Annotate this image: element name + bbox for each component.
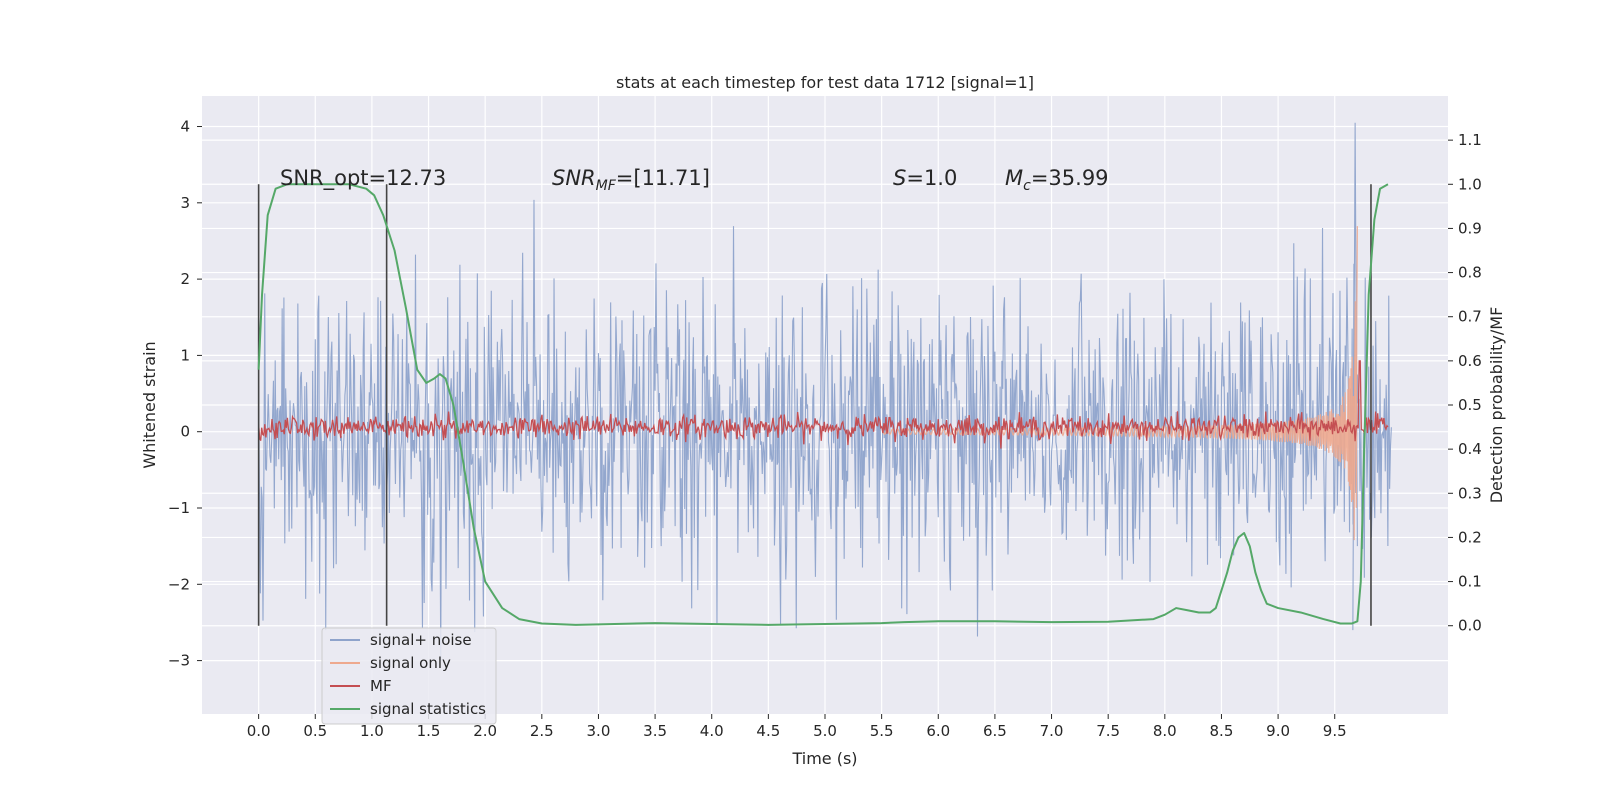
y-right-tick-label: 0.4 [1458, 440, 1482, 458]
y-right-tick-label: 0.6 [1458, 352, 1482, 370]
annotation-snr-mf: SNRMF=[11.71] [552, 166, 710, 194]
x-tick-label: 7.5 [1096, 722, 1120, 740]
axis-ticks: 0.0 0.5 1.0 1.5 2.0 2.5 3.0 3.5 4.0 4.5 5.0 5.5 6.0 6… [168, 118, 1482, 740]
annotation-s-base: S [893, 166, 906, 190]
legend-box [321, 627, 497, 725]
x-tick-label: 0.5 [303, 722, 327, 740]
legend-label-mf: MF [370, 677, 392, 695]
annotation-snr-opt: SNR_opt=12.73 [280, 166, 446, 191]
legend-label-stats: signal statistics [370, 700, 486, 718]
x-tick-label: 2.5 [530, 722, 554, 740]
line-mf [257, 360, 1389, 449]
annotation-snr-mf-value: =[11.71] [616, 166, 710, 190]
x-tick-label: 4.0 [700, 722, 724, 740]
legend: signal+ noise signal only MF signal stat… [321, 627, 497, 725]
x-tick-label: 3.5 [643, 722, 667, 740]
y-left-tick-label: −2 [168, 575, 190, 593]
annotation-snr-mf-base: SNR [552, 166, 596, 190]
x-tick-label: 9.5 [1323, 722, 1347, 740]
y-right-tick-label: 0.8 [1458, 264, 1482, 282]
y-left-tick-label: −1 [168, 499, 190, 517]
x-tick-label: 3.0 [587, 722, 611, 740]
x-axis-label: Time (s) [791, 749, 857, 768]
annotation-mc-value: =35.99 [1031, 166, 1109, 190]
y-left-tick-label: 0 [180, 423, 190, 441]
x-tick-label: 5.0 [813, 722, 837, 740]
y-right-tick-label: 0.5 [1458, 396, 1482, 414]
x-tick-label: 6.5 [983, 722, 1007, 740]
annotation-snr-mf-sub: MF [596, 178, 617, 194]
y-axis-label-left: Whitened strain [140, 341, 159, 468]
y-right-tick-label: 0.0 [1458, 617, 1482, 635]
x-tick-label: 5.5 [870, 722, 894, 740]
y-right-tick-label: 0.7 [1458, 308, 1482, 326]
y-right-tick-label: 0.3 [1458, 484, 1482, 502]
annotation-mc-base: M [1005, 166, 1023, 190]
y-axis-label-right: Detection probability/MF [1487, 307, 1506, 504]
legend-label-signal: signal only [370, 654, 451, 672]
y-right-tick-label: 1.0 [1458, 175, 1482, 193]
x-tick-label: 0.0 [247, 722, 271, 740]
x-tick-label: 2.0 [473, 722, 497, 740]
x-tick-label: 8.5 [1210, 722, 1234, 740]
y-right-tick-label: 0.2 [1458, 528, 1482, 546]
annotation-s: S=1.0 [893, 166, 957, 190]
y-left-tick-label: 4 [180, 118, 190, 136]
series-signal-statistics [257, 183, 1389, 626]
x-tick-label: 1.5 [417, 722, 441, 740]
y-right-tick-label: 0.9 [1458, 219, 1482, 237]
x-tick-label: 9.0 [1266, 722, 1290, 740]
y-left-tick-label: 3 [180, 194, 190, 212]
y-right-tick-label: 1.1 [1458, 131, 1482, 149]
series-mf [257, 360, 1389, 449]
line-signal-statistics [257, 183, 1389, 626]
annotation-mc-sub: c [1023, 178, 1031, 194]
x-tick-label: 4.5 [756, 722, 780, 740]
legend-label-noise: signal+ noise [370, 631, 472, 649]
x-tick-label: 1.0 [360, 722, 384, 740]
annotation-s-value: =1.0 [906, 166, 957, 190]
x-tick-label: 6.0 [926, 722, 950, 740]
y-left-tick-label: 2 [180, 270, 190, 288]
x-tick-label: 7.0 [1040, 722, 1064, 740]
y-left-tick-label: 1 [180, 346, 190, 364]
y-right-tick-label: 0.1 [1458, 573, 1482, 591]
annotation-mc: Mc=35.99 [1005, 166, 1109, 194]
chart-title: stats at each timestep for test data 171… [616, 73, 1034, 92]
y-left-tick-label: −3 [168, 652, 190, 670]
x-tick-label: 8.0 [1153, 722, 1177, 740]
